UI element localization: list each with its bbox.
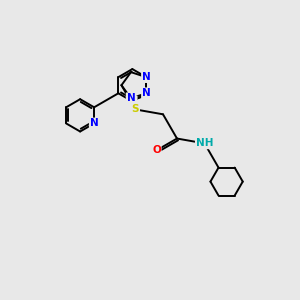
Text: N: N	[127, 93, 135, 103]
Text: N: N	[142, 88, 151, 98]
Text: O: O	[152, 146, 161, 155]
Text: S: S	[132, 104, 139, 114]
Text: NH: NH	[196, 138, 213, 148]
Text: N: N	[142, 72, 151, 82]
Text: N: N	[90, 118, 98, 128]
Text: N: N	[128, 96, 137, 106]
